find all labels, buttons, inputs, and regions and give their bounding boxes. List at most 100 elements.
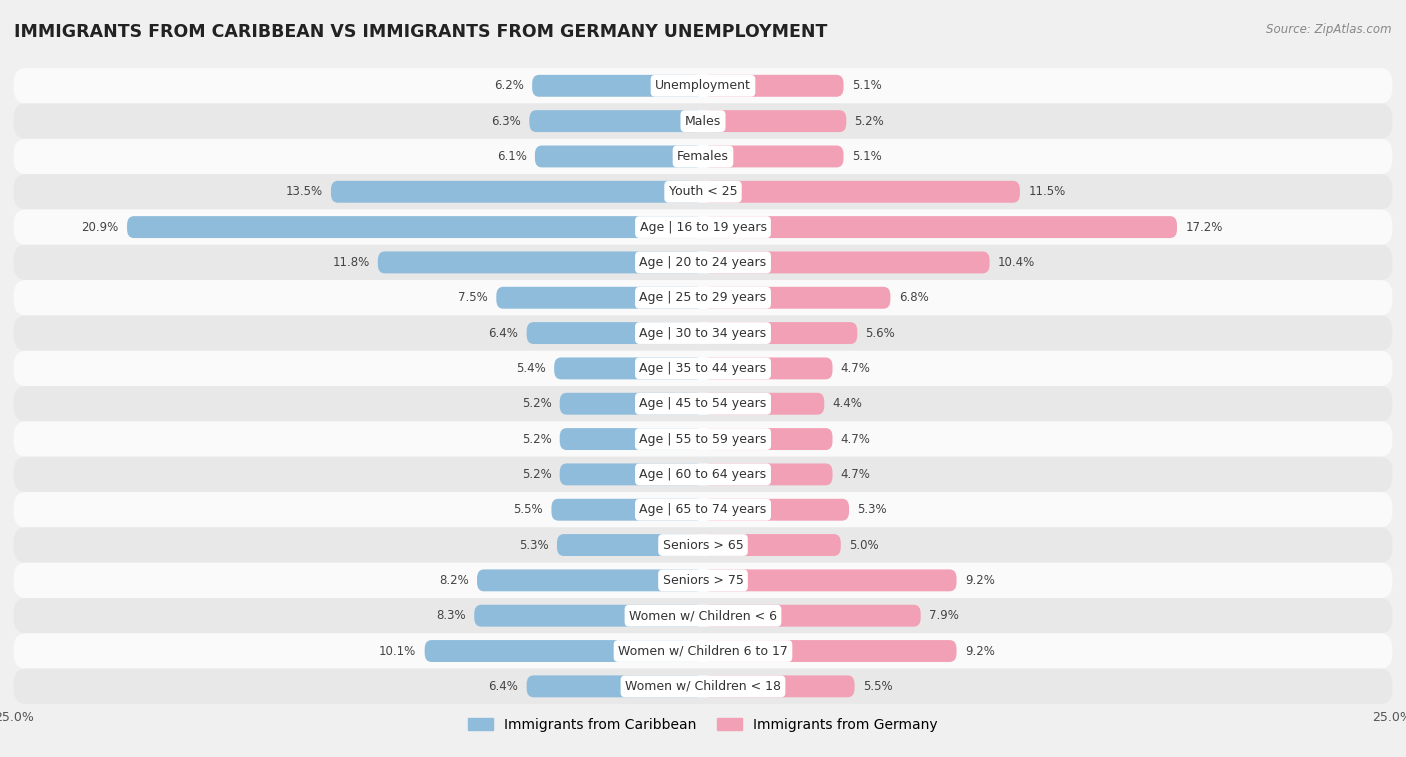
Text: 20.9%: 20.9% [82,220,118,234]
FancyBboxPatch shape [527,675,703,697]
FancyBboxPatch shape [554,357,703,379]
FancyBboxPatch shape [14,422,1392,456]
Text: 5.1%: 5.1% [852,150,882,163]
FancyBboxPatch shape [703,534,841,556]
Text: Women w/ Children < 18: Women w/ Children < 18 [626,680,780,693]
Text: 7.5%: 7.5% [458,291,488,304]
Text: 9.2%: 9.2% [965,644,994,658]
FancyBboxPatch shape [330,181,703,203]
FancyBboxPatch shape [703,428,832,450]
FancyBboxPatch shape [703,145,844,167]
Text: Women w/ Children < 6: Women w/ Children < 6 [628,609,778,622]
Text: Age | 60 to 64 years: Age | 60 to 64 years [640,468,766,481]
FancyBboxPatch shape [14,139,1392,174]
Text: 7.9%: 7.9% [929,609,959,622]
Text: 5.5%: 5.5% [863,680,893,693]
FancyBboxPatch shape [703,675,855,697]
FancyBboxPatch shape [378,251,703,273]
FancyBboxPatch shape [14,280,1392,316]
FancyBboxPatch shape [703,181,1019,203]
FancyBboxPatch shape [703,499,849,521]
Text: Males: Males [685,114,721,128]
Text: 6.3%: 6.3% [491,114,522,128]
FancyBboxPatch shape [425,640,703,662]
FancyBboxPatch shape [14,68,1392,104]
Text: 5.4%: 5.4% [516,362,546,375]
FancyBboxPatch shape [474,605,703,627]
FancyBboxPatch shape [14,210,1392,245]
Text: 6.4%: 6.4% [488,680,519,693]
Text: Females: Females [678,150,728,163]
FancyBboxPatch shape [14,174,1392,210]
Text: 5.5%: 5.5% [513,503,543,516]
Text: 10.4%: 10.4% [998,256,1035,269]
Text: 5.2%: 5.2% [522,432,551,446]
Text: Age | 20 to 24 years: Age | 20 to 24 years [640,256,766,269]
FancyBboxPatch shape [14,562,1392,598]
FancyBboxPatch shape [560,463,703,485]
FancyBboxPatch shape [531,75,703,97]
Text: 8.2%: 8.2% [439,574,468,587]
FancyBboxPatch shape [530,111,703,132]
Text: Age | 25 to 29 years: Age | 25 to 29 years [640,291,766,304]
FancyBboxPatch shape [551,499,703,521]
Text: Age | 30 to 34 years: Age | 30 to 34 years [640,326,766,340]
Text: 5.0%: 5.0% [849,538,879,552]
Text: 13.5%: 13.5% [285,185,323,198]
FancyBboxPatch shape [703,569,956,591]
Text: Youth < 25: Youth < 25 [669,185,737,198]
FancyBboxPatch shape [534,145,703,167]
FancyBboxPatch shape [14,528,1392,562]
FancyBboxPatch shape [703,463,832,485]
FancyBboxPatch shape [703,605,921,627]
FancyBboxPatch shape [557,534,703,556]
Text: 8.3%: 8.3% [436,609,465,622]
Text: Age | 35 to 44 years: Age | 35 to 44 years [640,362,766,375]
FancyBboxPatch shape [14,245,1392,280]
FancyBboxPatch shape [14,350,1392,386]
FancyBboxPatch shape [14,598,1392,634]
FancyBboxPatch shape [560,393,703,415]
Text: Unemployment: Unemployment [655,79,751,92]
FancyBboxPatch shape [703,75,844,97]
FancyBboxPatch shape [14,492,1392,528]
Legend: Immigrants from Caribbean, Immigrants from Germany: Immigrants from Caribbean, Immigrants fr… [468,718,938,732]
Text: 6.2%: 6.2% [494,79,524,92]
Text: Seniors > 65: Seniors > 65 [662,538,744,552]
FancyBboxPatch shape [703,111,846,132]
Text: 10.1%: 10.1% [380,644,416,658]
FancyBboxPatch shape [14,316,1392,350]
FancyBboxPatch shape [14,634,1392,668]
Text: 4.7%: 4.7% [841,432,870,446]
FancyBboxPatch shape [703,640,956,662]
Text: Age | 65 to 74 years: Age | 65 to 74 years [640,503,766,516]
Text: Age | 45 to 54 years: Age | 45 to 54 years [640,397,766,410]
Text: 5.6%: 5.6% [866,326,896,340]
Text: 5.3%: 5.3% [858,503,887,516]
FancyBboxPatch shape [127,217,703,238]
Text: 6.8%: 6.8% [898,291,928,304]
Text: 5.1%: 5.1% [852,79,882,92]
Text: 4.4%: 4.4% [832,397,862,410]
FancyBboxPatch shape [14,668,1392,704]
FancyBboxPatch shape [14,386,1392,422]
Text: Source: ZipAtlas.com: Source: ZipAtlas.com [1267,23,1392,36]
Text: 5.2%: 5.2% [855,114,884,128]
Text: 17.2%: 17.2% [1185,220,1223,234]
Text: Women w/ Children 6 to 17: Women w/ Children 6 to 17 [619,644,787,658]
Text: IMMIGRANTS FROM CARIBBEAN VS IMMIGRANTS FROM GERMANY UNEMPLOYMENT: IMMIGRANTS FROM CARIBBEAN VS IMMIGRANTS … [14,23,828,41]
FancyBboxPatch shape [703,287,890,309]
FancyBboxPatch shape [477,569,703,591]
FancyBboxPatch shape [527,322,703,344]
FancyBboxPatch shape [14,456,1392,492]
Text: 5.2%: 5.2% [522,468,551,481]
FancyBboxPatch shape [703,393,824,415]
Text: Seniors > 75: Seniors > 75 [662,574,744,587]
FancyBboxPatch shape [496,287,703,309]
Text: 5.3%: 5.3% [519,538,548,552]
FancyBboxPatch shape [703,217,1177,238]
Text: 11.5%: 11.5% [1028,185,1066,198]
FancyBboxPatch shape [703,357,832,379]
Text: Age | 16 to 19 years: Age | 16 to 19 years [640,220,766,234]
Text: 11.8%: 11.8% [332,256,370,269]
